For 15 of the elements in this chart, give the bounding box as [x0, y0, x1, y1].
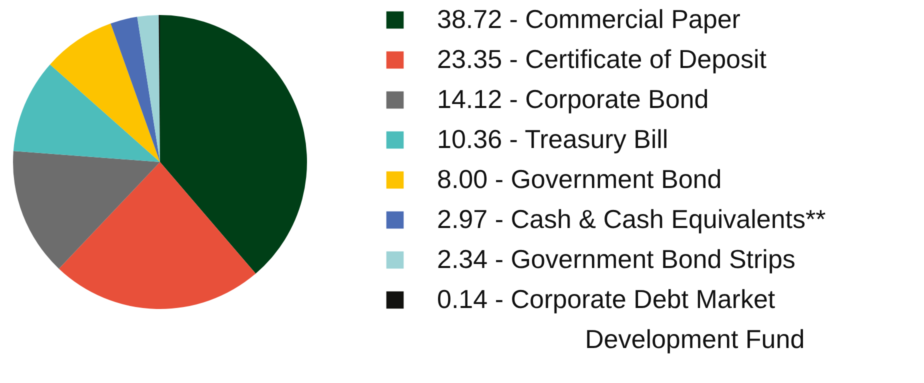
pie-slice — [137, 15, 160, 162]
legend-label: 38.72 - Commercial Paper — [437, 4, 741, 34]
legend-label: 0.14 - Corporate Debt Market Development Fund — [437, 284, 805, 354]
pie-slice — [110, 16, 160, 162]
pie-slice — [160, 15, 307, 274]
legend-label: 23.35 - Certificate of Deposit — [437, 44, 768, 74]
legend-label: 8.00 - Government Bond — [437, 164, 722, 194]
legend-label: 10.36 - Treasury Bill — [437, 124, 668, 154]
pie-slice — [58, 162, 256, 309]
legend-label: 2.34 - Government Bond Strips — [437, 244, 796, 274]
pie-slice — [13, 64, 160, 162]
legend-label: 2.97 - Cash & Cash Equivalents** — [437, 204, 826, 234]
legend-label: 14.12 - Corporate Bond — [437, 84, 709, 114]
pie-slice — [50, 24, 160, 162]
pie-slice — [13, 151, 160, 269]
